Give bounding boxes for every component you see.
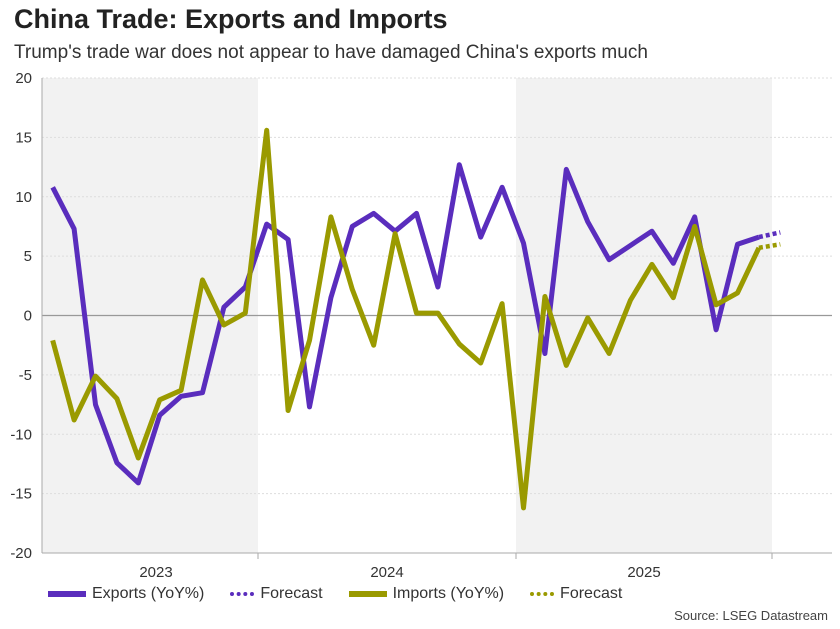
legend-swatch-exports-forecast xyxy=(230,592,255,596)
y-tick-label: 20 xyxy=(15,70,32,87)
legend-swatch-imports xyxy=(348,591,387,597)
legend-label-imports-forecast: Forecast xyxy=(560,585,623,602)
y-tick-label: 10 xyxy=(15,189,32,206)
x-tick-label-2025: 2025 xyxy=(627,564,660,581)
source-note: Source: LSEG Datastream xyxy=(674,608,828,623)
legend-exports-forecast: Forecast xyxy=(230,585,323,603)
y-tick-label: 15 xyxy=(15,129,32,146)
legend-label-exports-forecast: Forecast xyxy=(260,585,323,602)
y-tick-label: -10 xyxy=(10,426,32,443)
y-tick-label: 0 xyxy=(24,308,32,325)
y-tick-label: 5 xyxy=(24,248,32,265)
legend: Exports (YoY%) Forecast Imports (YoY%) F… xyxy=(48,585,648,603)
y-tick-label: -15 xyxy=(10,486,32,503)
legend-imports: Imports (YoY%) xyxy=(348,585,505,603)
legend-label-exports: Exports (YoY%) xyxy=(92,585,205,602)
chart-title: China Trade: Exports and Imports xyxy=(14,4,448,34)
series-line-0 xyxy=(50,162,760,486)
legend-exports: Exports (YoY%) xyxy=(48,585,204,603)
legend-label-imports: Imports (YoY%) xyxy=(392,585,505,602)
series-line-1-forecast xyxy=(758,230,781,240)
y-tick-label: -5 xyxy=(19,367,32,384)
chart-subtitle: Trump's trade war does not appear to hav… xyxy=(14,42,648,63)
legend-imports-forecast: Forecast xyxy=(530,585,622,603)
legend-swatch-imports-forecast xyxy=(530,592,555,596)
legend-swatch-exports xyxy=(48,591,86,597)
series-line-3-forecast xyxy=(758,242,781,251)
x-tick-label-2023: 2023 xyxy=(139,564,172,581)
y-tick-label: -20 xyxy=(10,545,32,562)
x-tick-label-2024: 2024 xyxy=(370,564,403,581)
series-line-2 xyxy=(50,127,762,511)
